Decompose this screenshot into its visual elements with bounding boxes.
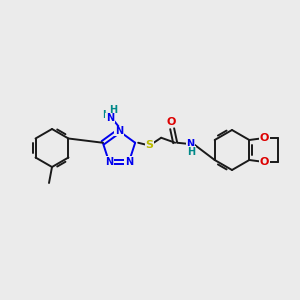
Text: N: N bbox=[186, 139, 194, 149]
Text: N: N bbox=[106, 113, 114, 123]
Text: O: O bbox=[167, 117, 176, 127]
Text: N: N bbox=[115, 126, 123, 136]
Text: O: O bbox=[260, 133, 269, 143]
Text: H: H bbox=[109, 105, 117, 115]
Text: N: N bbox=[105, 157, 113, 167]
Text: H: H bbox=[102, 110, 110, 120]
Text: S: S bbox=[145, 140, 153, 150]
Text: O: O bbox=[260, 157, 269, 167]
Text: H: H bbox=[187, 147, 195, 157]
Text: N: N bbox=[125, 157, 133, 167]
